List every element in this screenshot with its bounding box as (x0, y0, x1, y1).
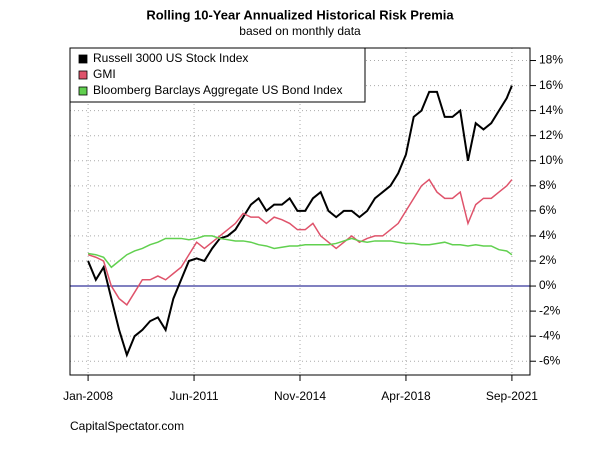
series-line (87, 85, 513, 358)
y-tick-label: -2% (539, 303, 561, 317)
x-tick-label: Apr-2018 (381, 389, 431, 403)
y-tick-label: 8% (539, 178, 557, 192)
legend-swatch (78, 54, 88, 64)
legend-swatch (78, 70, 88, 80)
y-tick-label: 2% (539, 253, 557, 267)
legend-label: Bloomberg Barclays Aggregate US Bond Ind… (93, 83, 342, 97)
x-tick-label: Jun-2011 (169, 389, 218, 403)
y-tick-label: 6% (539, 203, 557, 217)
legend-swatch (78, 86, 88, 96)
y-tick-label: 0% (539, 278, 557, 292)
x-tick-label: Sep-2021 (486, 389, 538, 403)
legend-box (69, 47, 366, 103)
y-tick-label: 14% (539, 103, 563, 117)
y-tick-label: 16% (539, 78, 563, 92)
legend-label: GMI (93, 67, 116, 81)
series-line (87, 235, 513, 269)
y-tick-label: 18% (539, 53, 563, 67)
chart-subtitle: based on monthly data (239, 24, 361, 38)
x-tick-label: Nov-2014 (274, 389, 326, 403)
footer: CapitalSpectator.com (70, 419, 184, 433)
x-tick-label: Jan-2008 (63, 389, 113, 403)
series-line (87, 178, 513, 306)
chart-title: Rolling 10-Year Annualized Historical Ri… (146, 7, 454, 22)
y-tick-label: 10% (539, 153, 563, 167)
y-tick-label: 12% (539, 128, 563, 142)
legend-label: Russell 3000 US Stock Index (93, 51, 248, 65)
y-tick-label: -6% (539, 353, 561, 367)
y-tick-label: -4% (539, 328, 561, 342)
y-tick-label: 4% (539, 228, 557, 242)
